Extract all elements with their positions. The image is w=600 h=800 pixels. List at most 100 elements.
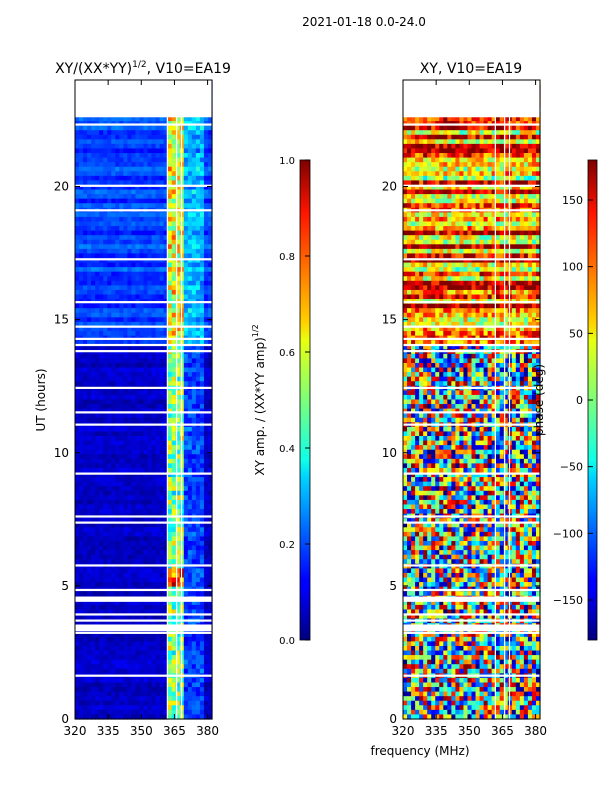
heatmap-cell [143, 463, 149, 469]
heatmap-cell [95, 248, 100, 255]
heatmap-cell [147, 499, 153, 506]
heatmap-cell [187, 655, 193, 661]
heatmap-cell [135, 486, 141, 492]
heatmap-cell [163, 230, 169, 236]
heatmap-cell [159, 668, 165, 674]
flagged-row [75, 350, 212, 353]
heatmap-cell [79, 344, 84, 350]
heatmap-cell [123, 413, 128, 419]
heatmap-cell [195, 331, 201, 337]
heatmap-cell [95, 321, 100, 328]
heatmap-cell [79, 709, 84, 716]
heatmap-cell [95, 413, 100, 419]
heatmap-cell [91, 559, 96, 565]
heatmap-cell [135, 655, 141, 661]
heatmap-cell [99, 659, 104, 665]
heatmap-cell [135, 367, 141, 373]
heatmap-cell [159, 153, 165, 159]
heatmap-cell [119, 381, 124, 387]
colorbar-tick-label: 1.0 [279, 156, 295, 167]
heatmap-cell [135, 545, 141, 551]
heatmap-cell [195, 235, 201, 241]
heatmap-cell [131, 175, 137, 182]
heatmap-cell [143, 645, 149, 652]
heatmap-cell [111, 340, 116, 346]
heatmap-cell [95, 153, 100, 159]
heatmap-cell [167, 130, 173, 136]
heatmap-cell [115, 143, 120, 150]
heatmap-cell [171, 189, 177, 195]
heatmap-cell [83, 568, 88, 574]
heatmap-cell [123, 559, 128, 565]
heatmap-cell [127, 632, 133, 638]
heatmap-cell [127, 340, 133, 346]
heatmap-cell [195, 404, 201, 410]
heatmap-cell [99, 559, 104, 565]
heatmap-cell [147, 404, 153, 410]
heatmap-cell [123, 239, 128, 245]
heatmap-cell [195, 645, 201, 652]
heatmap-cell [127, 184, 133, 191]
heatmap-cell [75, 340, 80, 346]
heatmap-cell [187, 431, 193, 437]
heatmap-cell [131, 490, 137, 496]
heatmap-cell [199, 367, 205, 373]
heatmap-cell [191, 184, 197, 191]
heatmap-cell [99, 458, 104, 464]
heatmap-cell [151, 321, 157, 328]
heatmap-cell [151, 536, 157, 542]
heatmap-cell [183, 591, 189, 597]
heatmap-cell [131, 262, 137, 268]
heatmap-cell [199, 445, 205, 451]
heatmap-cell [127, 198, 133, 204]
heatmap-cell [195, 194, 201, 200]
heatmap-cell [107, 486, 112, 492]
heatmap-cell [91, 486, 96, 492]
heatmap-cell [163, 481, 169, 487]
heatmap-cell [131, 499, 137, 506]
heatmap-cell [203, 559, 209, 565]
heatmap-cell [143, 436, 149, 442]
heatmap-cell [207, 312, 213, 318]
heatmap-cell [139, 248, 145, 255]
heatmap-cell [107, 125, 112, 131]
heatmap-cell [87, 436, 92, 442]
heatmap-cell [191, 545, 197, 551]
heatmap-cell [203, 705, 209, 711]
heatmap-cell [171, 399, 177, 405]
heatmap-cell [111, 440, 116, 446]
heatmap-cell [147, 162, 153, 168]
heatmap-cell [187, 171, 193, 177]
heatmap-cell [151, 431, 157, 437]
heatmap-cell [191, 472, 197, 478]
heatmap-cell [111, 582, 116, 588]
heatmap-cell [135, 116, 141, 122]
heatmap-cell [135, 372, 141, 378]
heatmap-cell [167, 522, 173, 528]
heatmap-cell [199, 148, 205, 154]
heatmap-cell [131, 212, 137, 218]
heatmap-cell [91, 262, 96, 268]
heatmap-cell [191, 499, 197, 506]
heatmap-cell [199, 609, 205, 615]
heatmap-cell [187, 280, 193, 286]
heatmap-cell [115, 550, 120, 556]
heatmap-cell [199, 358, 205, 364]
heatmap-cell [119, 577, 124, 583]
heatmap-cell [119, 531, 124, 538]
heatmap-cell [127, 714, 133, 720]
heatmap-cell [107, 536, 112, 542]
heatmap-cell [115, 436, 120, 442]
heatmap-cell [135, 239, 141, 245]
heatmap-cell [79, 413, 84, 419]
heatmap-cell [171, 600, 177, 606]
heatmap-cell [151, 572, 157, 579]
heatmap-cell [207, 372, 213, 378]
heatmap-cell [103, 559, 108, 565]
heatmap-cell [171, 303, 177, 309]
heatmap-cell [139, 157, 145, 163]
heatmap-cell [87, 248, 92, 255]
heatmap-cell [187, 531, 193, 538]
heatmap-cell [79, 522, 84, 528]
heatmap-cell [203, 436, 209, 442]
